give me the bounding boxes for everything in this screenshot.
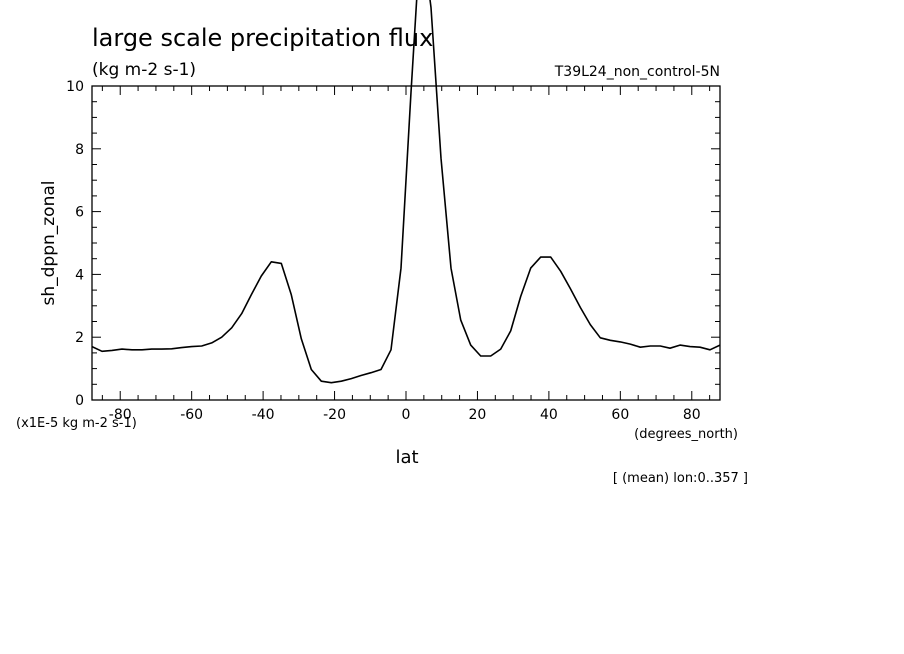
plot-frame: [91, 85, 721, 401]
chart-title: large scale precipitation flux: [92, 24, 433, 52]
x-tick-label: -80: [109, 407, 132, 423]
y-axis-units: (x1E-5 kg m-2 s-1): [16, 416, 137, 431]
x-tick-label: -20: [323, 407, 346, 423]
x-tick-label: 80: [683, 407, 701, 423]
x-tick-label: -60: [180, 407, 203, 423]
x-tick-label: 40: [540, 407, 558, 423]
y-tick-label: 0: [75, 393, 84, 409]
y-tick-label: 8: [75, 142, 84, 158]
run-label: T39L24_non_control-5N: [554, 64, 720, 80]
x-tick-label: 20: [469, 407, 487, 423]
y-axis-ticks: 0 2 4 6 8 10: [66, 79, 720, 409]
x-axis-units: (degrees_north): [634, 427, 738, 442]
x-axis-ticks: -80 -60 -40 -20 0 20 40 60 80: [101, 86, 711, 423]
y-tick-label: 2: [75, 330, 84, 346]
x-axis-label: lat: [395, 447, 418, 468]
series-line: [92, 0, 720, 384]
y-tick-label: 4: [75, 267, 84, 283]
y-axis-label: sh_dppn_zonal: [39, 180, 59, 305]
footer-note: [ (mean) lon:0..357 ]: [613, 471, 748, 486]
y-tick-label: 6: [75, 205, 84, 221]
x-tick-label: 60: [611, 407, 629, 423]
x-tick-label: 0: [402, 407, 411, 423]
chart-subtitle: (kg m-2 s-1): [92, 60, 196, 80]
y-tick-label: 10: [66, 79, 84, 95]
x-tick-label: -40: [252, 407, 275, 423]
